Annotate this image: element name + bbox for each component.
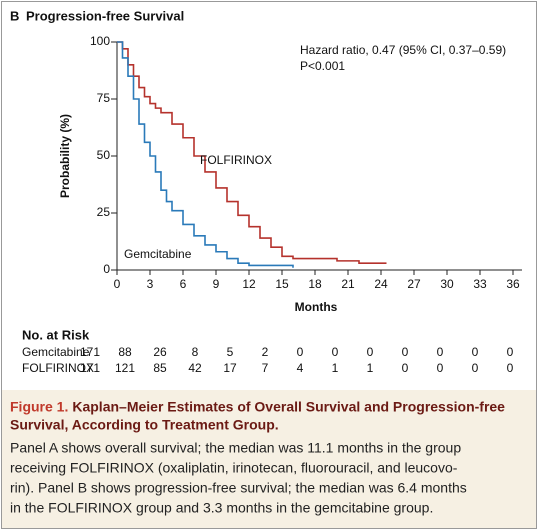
risk-row-name: Gemcitabine	[22, 345, 90, 359]
annotation: P<0.001	[300, 59, 345, 73]
risk-count: 1	[367, 361, 374, 375]
risk-row-name: FOLFIRINOX	[22, 361, 94, 375]
x-tick-label: 3	[147, 277, 154, 291]
x-tick-label: 36	[506, 277, 520, 291]
x-axis-label: Months	[295, 300, 338, 314]
risk-count: 85	[153, 361, 167, 375]
chart-title: Progression-free Survival	[26, 8, 184, 23]
panel-label: B	[10, 8, 19, 23]
survival-curve	[117, 41, 294, 268]
y-tick-label: 50	[97, 148, 111, 162]
x-tick-label: 30	[440, 277, 454, 291]
x-tick-label: 0	[114, 277, 121, 291]
y-axis-label: Probability (%)	[58, 114, 72, 198]
risk-count: 0	[297, 345, 304, 359]
risk-count: 171	[80, 345, 100, 359]
x-tick-label: 12	[242, 277, 256, 291]
y-tick-label: 0	[103, 262, 110, 276]
risk-count: 121	[115, 361, 135, 375]
x-tick-label: 27	[407, 277, 421, 291]
caption-title: Kaplan–Meier Estimates of Overall Surviv…	[72, 399, 505, 415]
risk-count: 0	[437, 345, 444, 359]
risk-count: 5	[227, 345, 234, 359]
risk-title: No. at Risk	[22, 327, 90, 342]
risk-count: 0	[507, 345, 514, 359]
risk-count: 17	[223, 361, 237, 375]
risk-count: 0	[472, 361, 479, 375]
caption-text: rin). Panel B shows progression-free sur…	[10, 480, 467, 496]
caption-label: Figure 1.	[10, 399, 68, 415]
risk-count: 26	[153, 345, 167, 359]
survival-curve	[117, 41, 387, 264]
caption-text: in the FOLFIRINOX group and 3.3 months i…	[10, 500, 433, 516]
x-tick-label: 9	[213, 277, 220, 291]
x-tick-label: 33	[473, 277, 487, 291]
risk-count: 0	[402, 345, 409, 359]
caption-bg	[2, 390, 536, 528]
x-tick-label: 24	[374, 277, 388, 291]
caption-text: receiving FOLFIRINOX (oxaliplatin, irino…	[10, 460, 458, 476]
caption-text: Panel A shows overall survival; the medi…	[10, 440, 461, 456]
risk-count: 171	[80, 361, 100, 375]
x-tick-label: 21	[341, 277, 355, 291]
risk-count: 0	[472, 345, 479, 359]
risk-count: 88	[118, 345, 132, 359]
risk-count: 4	[297, 361, 304, 375]
risk-count: 0	[507, 361, 514, 375]
caption-title: Survival, According to Treatment Group.	[10, 417, 279, 433]
risk-count: 42	[188, 361, 202, 375]
x-tick-label: 6	[180, 277, 187, 291]
risk-count: 2	[262, 345, 269, 359]
x-tick-label: 18	[308, 277, 322, 291]
y-tick-label: 100	[90, 34, 110, 48]
series-label: Gemcitabine	[124, 247, 192, 261]
risk-count: 1	[332, 361, 339, 375]
y-tick-label: 25	[97, 205, 111, 219]
x-tick-label: 15	[275, 277, 289, 291]
risk-count: 8	[192, 345, 199, 359]
series-label: FOLFIRINOX	[200, 153, 272, 167]
risk-count: 0	[367, 345, 374, 359]
y-tick-label: 75	[97, 91, 111, 105]
risk-count: 7	[262, 361, 269, 375]
risk-count: 0	[332, 345, 339, 359]
risk-count: 0	[437, 361, 444, 375]
risk-count: 0	[402, 361, 409, 375]
annotation: Hazard ratio, 0.47 (95% CI, 0.37–0.59)	[300, 43, 506, 57]
